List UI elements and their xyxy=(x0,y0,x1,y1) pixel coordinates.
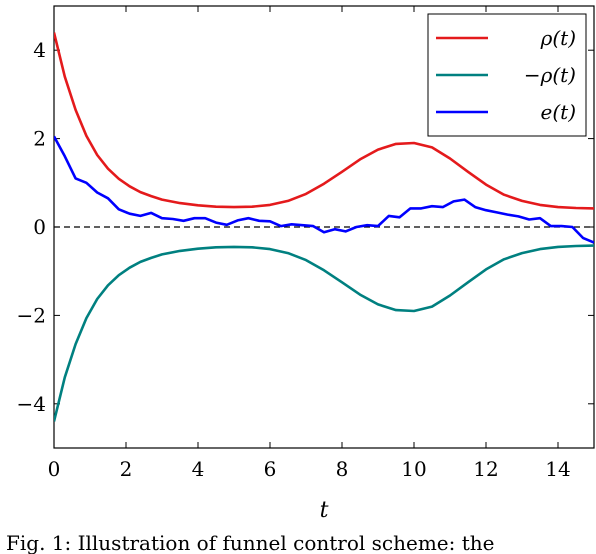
y-tick-labels: −4 −2 0 2 4 xyxy=(17,38,46,416)
y-tick-label: 2 xyxy=(33,127,46,151)
y-tick-label: 0 xyxy=(33,215,46,239)
y-tick-label: 4 xyxy=(33,38,46,62)
x-tick-label: 2 xyxy=(120,457,133,481)
legend-label: ρ(t) xyxy=(540,26,576,50)
x-tick-label: 8 xyxy=(336,457,349,481)
legend-label: e(t) xyxy=(541,100,576,124)
x-tick-label: 4 xyxy=(192,457,205,481)
legend-label: −ρ(t) xyxy=(524,63,576,87)
x-tick-label: 12 xyxy=(473,457,498,481)
series-line-2 xyxy=(54,244,594,422)
series-line-1 xyxy=(54,32,594,210)
y-tick-label: −2 xyxy=(17,303,46,327)
series-line-3 xyxy=(54,135,594,244)
chart-figure: 0 2 4 6 8 10 12 14 −4 −2 0 2 4 t ρ(t) −ρ(t) e(t) xyxy=(17,5,595,523)
x-tick-labels: 0 2 4 6 8 10 12 14 xyxy=(48,457,571,481)
x-tick-label: 14 xyxy=(545,457,570,481)
figure-caption: Fig. 1: Illustration of funnel control s… xyxy=(6,531,495,554)
x-tick-label: 6 xyxy=(264,457,277,481)
x-tick-label: 0 xyxy=(48,457,61,481)
x-axis-label: t xyxy=(320,498,329,523)
legend: ρ(t) −ρ(t) e(t) xyxy=(427,13,587,137)
series-lines xyxy=(54,32,594,422)
y-tick-label: −4 xyxy=(17,392,46,416)
x-tick-label: 10 xyxy=(401,457,426,481)
